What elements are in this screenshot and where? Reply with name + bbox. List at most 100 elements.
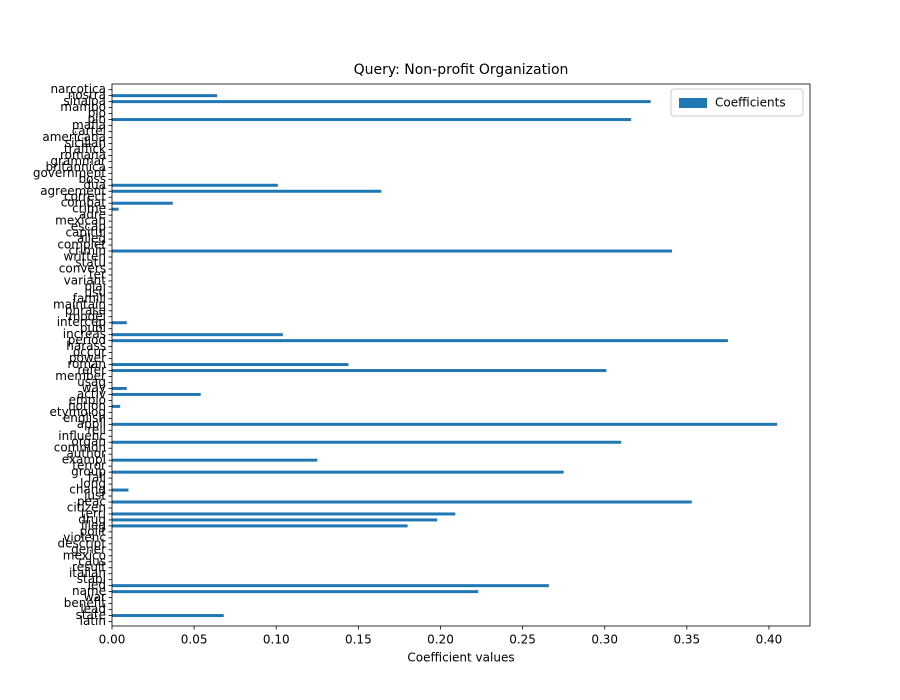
legend-label: Coefficients — [715, 96, 786, 110]
bar — [112, 440, 622, 444]
bar — [112, 470, 564, 474]
y-tick-label: latin — [80, 614, 106, 628]
y-tick-label: escap — [71, 220, 106, 234]
y-tick-label: emplo — [69, 393, 106, 407]
y-tick-label: boss — [79, 172, 106, 186]
legend-swatch — [679, 98, 707, 108]
y-tick-label: statu — [75, 255, 106, 269]
bar — [112, 458, 318, 462]
bar — [112, 363, 349, 367]
y-tick-label: citizen — [67, 500, 106, 514]
y-tick-label: correct — [64, 190, 106, 204]
bar — [112, 590, 479, 594]
bar — [112, 249, 673, 253]
bar — [112, 500, 692, 504]
y-tick-label: variant — [64, 273, 107, 287]
bar — [112, 333, 283, 337]
y-tick-label: sicilian — [65, 136, 106, 150]
y-tick-label: terror — [72, 459, 106, 473]
bar — [112, 584, 549, 588]
y-tick-label: influenc — [58, 429, 106, 443]
y-tick-label: war — [84, 590, 106, 604]
bar — [112, 614, 224, 618]
bar — [112, 189, 382, 193]
y-tick-label: just — [83, 489, 106, 503]
bar — [112, 524, 408, 528]
y-tick-label: author — [66, 447, 106, 461]
y-tick-label: intercep — [57, 315, 106, 329]
y-tick-label: occur — [73, 345, 106, 359]
y-tick-label: traffick — [64, 142, 106, 156]
y-tick-label: americana — [42, 130, 106, 144]
bar — [112, 201, 173, 205]
y-tick-label: pin — [87, 112, 106, 126]
bar — [112, 183, 278, 187]
x-tick-label: 0.00 — [99, 633, 126, 647]
y-tick-label: terri — [81, 506, 106, 520]
x-tick-label: 0.40 — [756, 633, 783, 647]
x-axis-label: Coefficient values — [407, 651, 514, 665]
y-tick-label: government — [33, 166, 106, 180]
y-tick-label: caus — [78, 554, 106, 568]
bar — [112, 386, 127, 390]
bar — [112, 404, 121, 408]
y-tick-label: long — [80, 477, 106, 491]
y-tick-label: adre — [79, 208, 106, 222]
y-tick-label: narcotica — [50, 82, 106, 96]
bar — [112, 118, 631, 122]
y-tick-label: organ — [71, 435, 106, 449]
y-tick-label: ter — [89, 267, 106, 281]
bar — [112, 207, 119, 211]
y-tick-label: crimin — [69, 244, 107, 258]
y-tick-label: grammar — [50, 154, 106, 168]
bar — [112, 94, 218, 98]
y-tick-label: mexico — [63, 548, 106, 562]
y-tick-label: gener — [71, 542, 106, 556]
y-tick-label: member — [55, 369, 106, 383]
y-tick-label: bio — [88, 106, 106, 120]
y-tick-label: activ — [77, 387, 106, 401]
y-tick-label: plai — [84, 279, 106, 293]
y-tick-label: sinaloa — [63, 94, 106, 108]
y-tick-label: mexican — [55, 214, 106, 228]
bar — [112, 518, 438, 522]
y-tick-label: nostra — [68, 88, 106, 102]
y-tick-label: refer — [77, 363, 106, 377]
x-tick-label: 0.10 — [263, 633, 290, 647]
chart-title: Query: Non-profit Organization — [354, 62, 569, 78]
y-tick-label: reli — [87, 423, 106, 437]
y-tick-label: alleg — [77, 232, 106, 246]
y-tick-label: appli — [77, 417, 106, 431]
x-tick-label: 0.30 — [591, 633, 618, 647]
y-tick-label: way — [82, 381, 106, 395]
bar — [112, 100, 651, 104]
y-tick-label: violenc — [63, 530, 106, 544]
y-tick-label: benefit — [64, 596, 107, 610]
y-tick-label: common — [54, 441, 106, 455]
x-tick-label: 0.05 — [181, 633, 208, 647]
x-tick-label: 0.25 — [509, 633, 536, 647]
bar — [112, 369, 607, 373]
x-tick-label: 0.15 — [345, 633, 372, 647]
x-tick-label: 0.35 — [673, 633, 700, 647]
legend-box — [670, 88, 804, 117]
y-tick-label: result — [72, 560, 106, 574]
y-tick-label: romana — [60, 148, 106, 162]
y-tick-label: combat — [61, 196, 107, 210]
y-tick-label: maintain — [53, 297, 106, 311]
y-tick-label: mafia — [72, 118, 106, 132]
y-tick-label: mambo — [60, 100, 106, 114]
y-tick-label: written — [64, 249, 106, 263]
y-tick-label: italian — [69, 566, 106, 580]
y-tick-label: led — [88, 578, 106, 592]
y-tick-label: chang — [69, 483, 106, 497]
y-tick-label: agreement — [40, 184, 106, 198]
bar — [112, 422, 778, 426]
y-tick-label: cartel — [72, 124, 106, 138]
bar — [112, 392, 201, 396]
y-tick-label: phrase — [65, 303, 106, 317]
y-tick-label: power — [69, 351, 106, 365]
